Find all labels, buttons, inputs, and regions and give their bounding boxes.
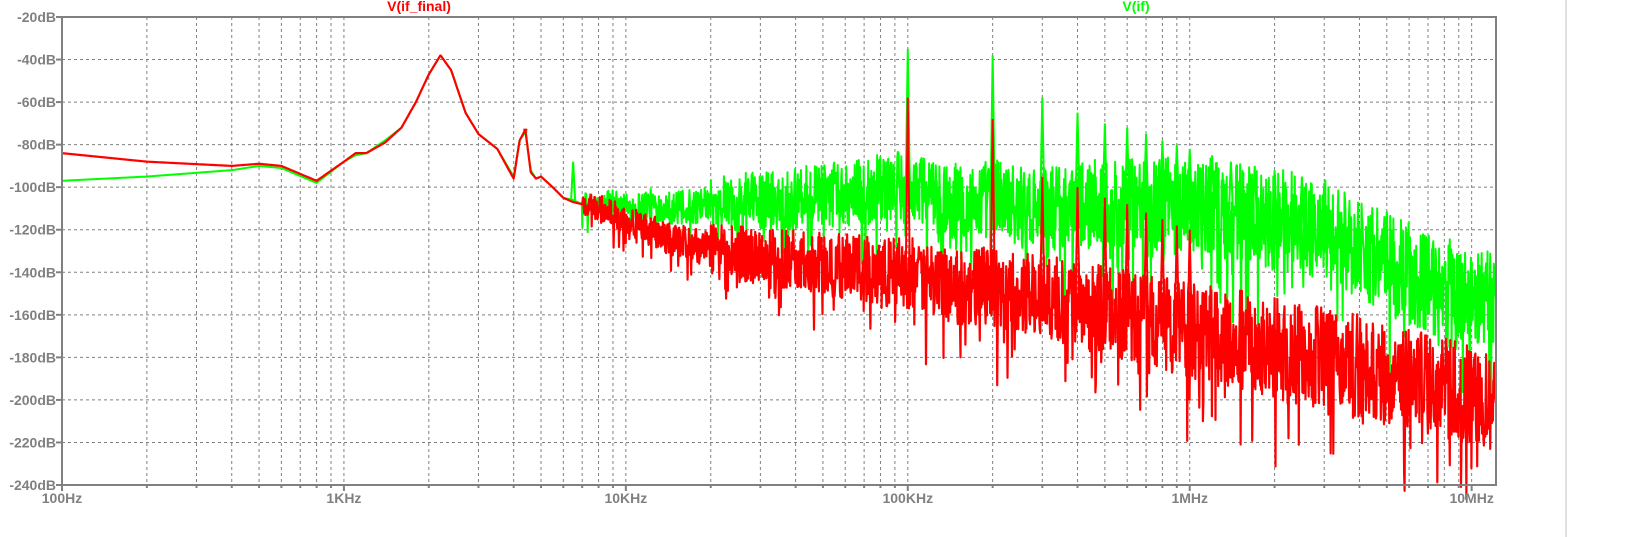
- harmonic-spike: [1159, 219, 1166, 324]
- harmonic-spike: [904, 97, 911, 273]
- x-tick-label: 1MHz: [1171, 490, 1208, 506]
- y-tick-label: -220dB: [9, 434, 56, 450]
- series-v-if-final: [61, 54, 1498, 501]
- y-tick-label: -160dB: [9, 307, 56, 323]
- harmonic-spike: [1074, 112, 1081, 205]
- harmonic-spike: [1143, 212, 1150, 320]
- harmonic-spike: [1227, 161, 1234, 212]
- harmonic-spike: [1173, 225, 1180, 329]
- harmonic-spike: [1209, 155, 1216, 209]
- harmonic-spike: [1124, 127, 1131, 205]
- harmonic-spike: [1173, 144, 1180, 205]
- harmonic-spike: [1159, 140, 1166, 205]
- legend-v-if[interactable]: V(if): [1122, 0, 1149, 14]
- harmonic-spike: [989, 119, 996, 283]
- y-tick-label: -120dB: [9, 222, 56, 238]
- harmonic-spike: [1039, 176, 1046, 294]
- y-tick-label: -180dB: [9, 349, 56, 365]
- y-tick-label: -40dB: [17, 52, 56, 68]
- harmonic-spike: [1101, 123, 1108, 205]
- harmonic-spike: [1186, 148, 1193, 205]
- trace-line: [61, 54, 1497, 396]
- harmonic-spike: [1143, 133, 1150, 205]
- y-tick-label: -140dB: [9, 264, 56, 280]
- harmonic-spike: [570, 161, 577, 200]
- x-axis: 100Hz 1KHz 10KHz 100KHz 1MHz 10MHz: [42, 485, 1494, 506]
- trace-line: [61, 54, 1498, 501]
- harmonic-spike: [1074, 187, 1081, 305]
- harmonic-spike: [1186, 229, 1193, 332]
- y-tick-label: -200dB: [9, 392, 56, 408]
- y-tick-label: -80dB: [17, 137, 56, 153]
- y-tick-label: -100dB: [9, 179, 56, 195]
- harmonic-spike: [1251, 165, 1258, 216]
- harmonic-spike: [1101, 197, 1108, 311]
- harmonic-spike: [1124, 204, 1131, 316]
- x-tick-label: 10MHz: [1449, 490, 1493, 506]
- series-layer: [61, 48, 1498, 501]
- y-tick-label: -240dB: [9, 477, 56, 493]
- harmonic-spike: [1039, 97, 1046, 205]
- x-tick-label: 100Hz: [42, 490, 82, 506]
- y-tick-label: -60dB: [17, 94, 56, 110]
- y-tick-label: -20dB: [17, 9, 56, 25]
- harmonic-spike: [1321, 182, 1328, 230]
- harmonic-spike: [1298, 176, 1305, 225]
- x-tick-label: 10KHz: [604, 490, 647, 506]
- plot-frame: [61, 16, 1497, 486]
- x-tick-label: 100KHz: [882, 490, 933, 506]
- legend-v-if-final[interactable]: V(if_final): [387, 0, 451, 14]
- x-tick-label: 1KHz: [326, 490, 361, 506]
- harmonic-spike: [1271, 170, 1278, 220]
